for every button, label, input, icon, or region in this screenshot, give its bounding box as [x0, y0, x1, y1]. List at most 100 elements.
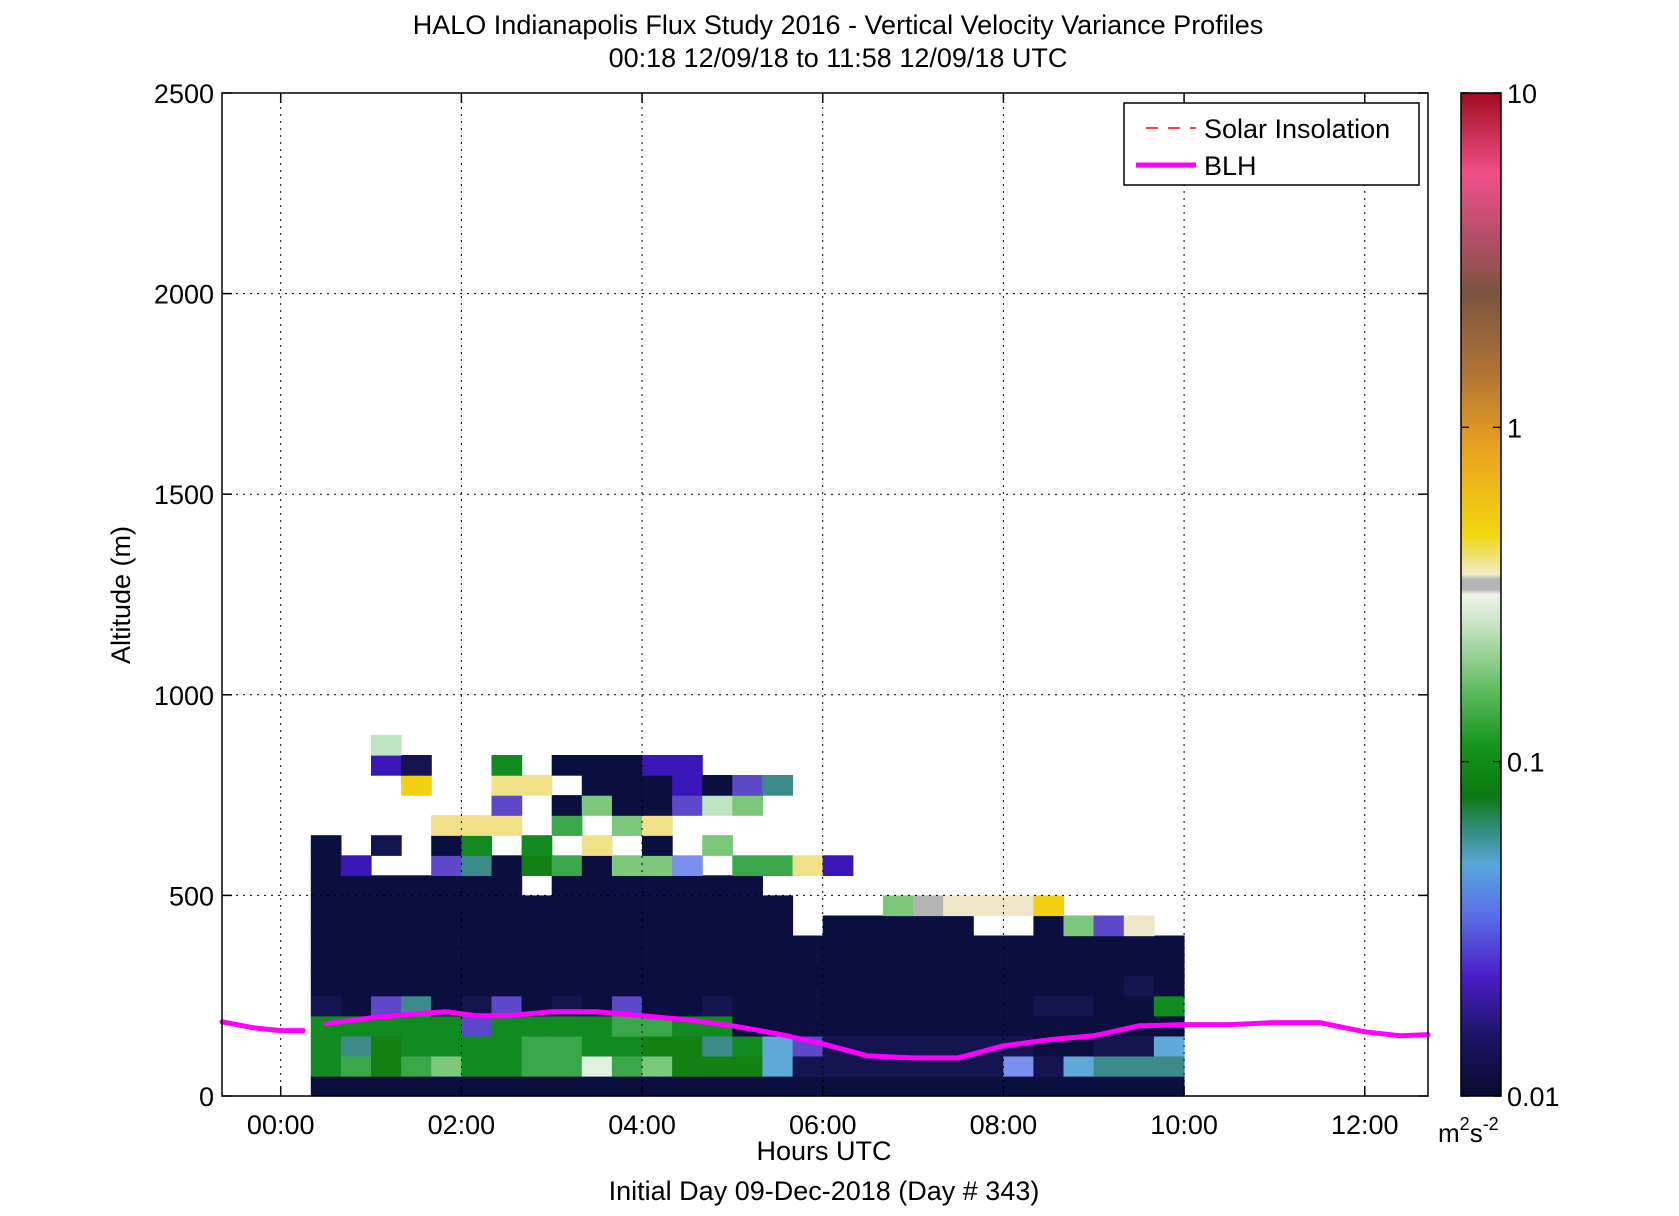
heatmap-cell — [913, 1015, 944, 1037]
heatmap-cell — [521, 1075, 553, 1097]
heatmap-cell — [611, 855, 643, 876]
heatmap-cell — [521, 975, 553, 997]
heatmap-cell — [913, 955, 944, 977]
heatmap-cell — [1093, 1035, 1125, 1057]
heatmap-cell — [551, 975, 583, 997]
heatmap-cell — [551, 875, 583, 896]
heatmap-cell — [792, 1075, 824, 1097]
heatmap-cell — [1003, 955, 1034, 977]
heatmap-cell — [973, 1075, 1004, 1097]
heatmap-cell — [1033, 895, 1065, 917]
heatmap-cell — [702, 975, 733, 997]
heatmap-cell — [371, 955, 402, 977]
heatmap-cell — [642, 935, 673, 957]
heatmap-cell — [762, 955, 794, 977]
heatmap-cell — [431, 975, 462, 997]
heatmap-cell — [401, 975, 432, 997]
heatmap-cell — [551, 855, 583, 876]
heatmap-cell — [1033, 935, 1065, 957]
heatmap-cell — [581, 895, 613, 917]
heatmap-cell — [913, 975, 944, 997]
heatmap-cell — [1123, 915, 1155, 937]
heatmap-cell — [943, 895, 974, 917]
heatmap-cell — [461, 915, 492, 937]
heatmap-cell — [491, 815, 523, 836]
heatmap-cell — [611, 1035, 643, 1057]
heatmap-cell — [973, 995, 1004, 1017]
heatmap-cell — [431, 815, 462, 836]
heatmap-cell — [1033, 995, 1065, 1017]
heatmap-cell — [973, 895, 1004, 917]
heatmap-cell — [401, 1015, 432, 1037]
heatmap-cell — [611, 815, 643, 836]
heatmap-cell — [1063, 1035, 1095, 1057]
heatmap-cell — [943, 955, 974, 977]
heatmap-cell — [581, 875, 613, 896]
legend-blh-label: BLH — [1204, 151, 1257, 181]
heatmap-cell — [491, 755, 523, 776]
heatmap-cell — [973, 955, 1004, 977]
heatmap-cell — [642, 975, 673, 997]
heatmap-cell — [1033, 915, 1065, 937]
heatmap-cell — [822, 1075, 854, 1097]
heatmap-cell — [521, 835, 553, 856]
legend-solar-label: Solar Insolation — [1204, 114, 1390, 144]
heatmap-cell — [672, 995, 703, 1017]
heatmap-cell — [431, 1075, 462, 1097]
heatmap-cell — [521, 955, 553, 977]
heatmap-cell — [340, 915, 372, 937]
heatmap-cell — [551, 895, 583, 917]
heatmap-cell — [521, 1015, 553, 1037]
heatmap-cell — [521, 1035, 553, 1057]
heatmap-cell — [431, 1035, 462, 1057]
heatmap-cell — [1063, 1075, 1095, 1097]
heatmap-cell — [310, 915, 342, 937]
heatmap-cell — [732, 1035, 763, 1057]
colorbar-gradient — [1460, 92, 1502, 1097]
heatmap-cell — [642, 1075, 673, 1097]
heatmap-cell — [371, 835, 402, 856]
heatmap-cell — [882, 975, 914, 997]
heatmap-cell — [340, 935, 372, 957]
heatmap-cell — [882, 1055, 914, 1077]
heatmap-cell — [642, 835, 673, 856]
heatmap-cell — [762, 975, 794, 997]
heatmap-cell — [943, 1055, 974, 1077]
heatmap-cell — [973, 975, 1004, 997]
heatmap-cell — [401, 1035, 432, 1057]
heatmap-cell — [702, 795, 733, 816]
heatmap-cell — [581, 1055, 613, 1077]
heatmap-cell — [371, 755, 402, 776]
chart-subtitle: 00:18 12/09/18 to 11:58 12/09/18 UTC — [609, 43, 1068, 73]
heatmap-cell — [762, 935, 794, 957]
heatmap-cell — [581, 755, 613, 776]
heatmap-cell — [581, 835, 613, 856]
heatmap-cell — [792, 1055, 824, 1077]
heatmap-cell — [642, 795, 673, 816]
heatmap-cell — [792, 935, 824, 957]
heatmap-cell — [310, 1035, 342, 1057]
heatmap-cell — [672, 755, 703, 776]
heatmap-cell — [461, 835, 492, 856]
heatmap-cell — [611, 1055, 643, 1077]
heatmap-cell — [401, 1075, 432, 1097]
heatmap-cell — [822, 935, 854, 957]
heatmap-cell — [732, 955, 763, 977]
heatmap-cell — [1003, 895, 1034, 917]
heatmap-cells — [310, 734, 1185, 1097]
heatmap-cell — [340, 1035, 372, 1057]
heatmap-cell — [1063, 1055, 1095, 1077]
heatmap-cell — [702, 1035, 733, 1057]
x-tick-label: 10:00 — [1150, 1110, 1218, 1140]
heatmap-cell — [1003, 1015, 1034, 1037]
heatmap-cell — [551, 1075, 583, 1097]
heatmap-cell — [792, 1015, 824, 1037]
heatmap-cell — [792, 955, 824, 977]
heatmap-cell — [581, 955, 613, 977]
heatmap-cell — [732, 1055, 763, 1077]
heatmap-cell — [310, 875, 342, 896]
heatmap-cell — [762, 775, 794, 796]
heatmap-cell — [1093, 955, 1125, 977]
heatmap-cell — [611, 975, 643, 997]
heatmap-cell — [491, 875, 523, 896]
